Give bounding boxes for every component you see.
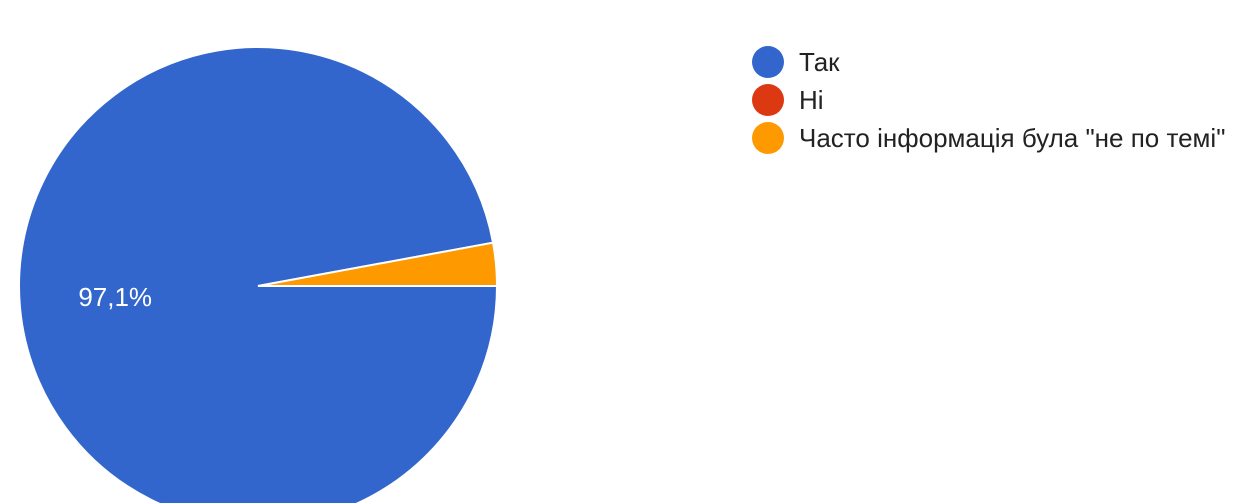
pie-slice-1[interactable] — [18, 46, 499, 503]
legend-item-2[interactable]: Ні — [752, 82, 1242, 119]
chart-legend: Так Ні Часто інформація була "не по темі" — [752, 44, 1242, 158]
legend-label: Так — [799, 47, 840, 77]
pie-slice-labels: 97,1% — [78, 282, 152, 312]
legend-label: Часто інформація була "не по темі" — [799, 123, 1226, 153]
legend-swatch-icon — [752, 46, 784, 78]
legend-item-1[interactable]: Так — [752, 44, 1242, 81]
legend-swatch-icon — [752, 122, 784, 154]
pie-slice-label-1: 97,1% — [78, 282, 152, 312]
pie-slice-3[interactable] — [257, 241, 499, 287]
pie-slices — [18, 46, 499, 503]
legend-label: Ні — [799, 85, 824, 115]
legend-swatch-icon — [752, 84, 784, 116]
legend-item-3[interactable]: Часто інформація була "не по темі" — [752, 120, 1242, 157]
